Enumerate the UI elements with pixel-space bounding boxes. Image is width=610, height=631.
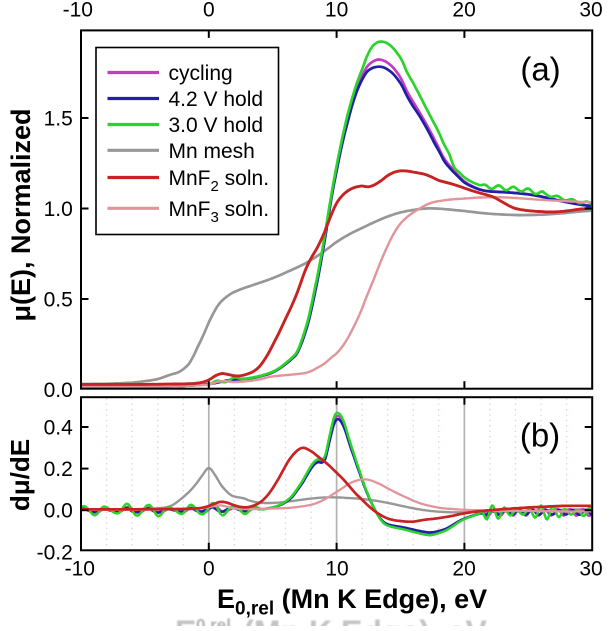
svg-text:10: 10: [325, 558, 348, 581]
svg-text:-10: -10: [63, 0, 93, 22]
svg-text:30: 30: [579, 558, 602, 581]
svg-text:Mn mesh: Mn mesh: [169, 140, 255, 163]
svg-text:-10: -10: [65, 558, 95, 581]
svg-text:(b): (b): [520, 417, 560, 454]
svg-text:(a): (a): [520, 51, 560, 88]
svg-text:0.0: 0.0: [44, 500, 73, 523]
svg-text:10: 10: [325, 0, 348, 22]
svg-text:20: 20: [452, 558, 475, 581]
svg-text:3.0 V hold: 3.0 V hold: [169, 114, 264, 137]
svg-text:cycling: cycling: [169, 62, 233, 85]
svg-text:4.2 V hold: 4.2 V hold: [169, 88, 264, 111]
svg-text:0.0: 0.0: [44, 379, 73, 402]
svg-text:E0,rel (Mn K Edge), eV: E0,rel (Mn K Edge), eV: [217, 584, 487, 620]
svg-text:dμ/dE: dμ/dE: [5, 439, 35, 511]
svg-text:0.4: 0.4: [44, 417, 74, 440]
svg-text:μ(E), Normalized: μ(E), Normalized: [6, 108, 36, 321]
svg-text:1.0: 1.0: [44, 198, 73, 221]
svg-text:0.2: 0.2: [44, 458, 73, 481]
svg-text:20: 20: [452, 0, 475, 22]
svg-text:1.5: 1.5: [44, 108, 73, 131]
svg-text:30: 30: [579, 0, 602, 22]
svg-text:0: 0: [203, 558, 215, 581]
svg-text:-0.2: -0.2: [37, 541, 73, 564]
svg-text:0,rel: 0,rel: [196, 616, 231, 627]
svg-text:0: 0: [203, 0, 215, 22]
svg-text:0.5: 0.5: [44, 289, 73, 312]
